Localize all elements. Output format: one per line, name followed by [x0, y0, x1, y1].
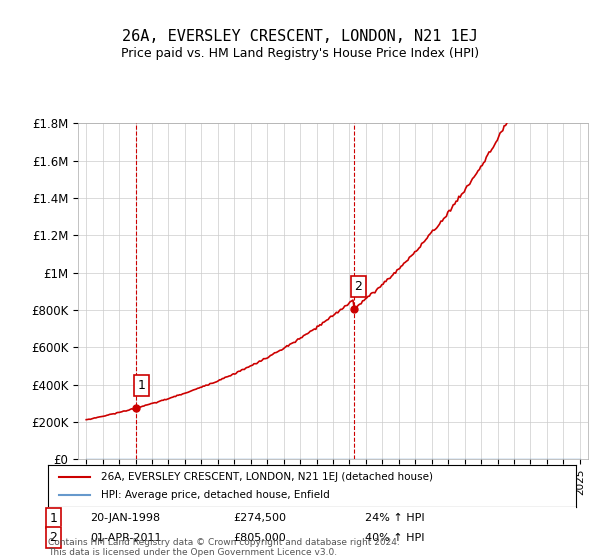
Text: 2: 2: [355, 280, 362, 293]
Text: 24% ↑ HPI: 24% ↑ HPI: [365, 513, 424, 523]
Text: HPI: Average price, detached house, Enfield: HPI: Average price, detached house, Enfi…: [101, 490, 329, 500]
Text: 40% ↑ HPI: 40% ↑ HPI: [365, 533, 424, 543]
Text: 2: 2: [49, 531, 57, 544]
Text: 1: 1: [137, 379, 145, 392]
Text: 01-APR-2011: 01-APR-2011: [90, 533, 162, 543]
Text: 26A, EVERSLEY CRESCENT, LONDON, N21 1EJ (detached house): 26A, EVERSLEY CRESCENT, LONDON, N21 1EJ …: [101, 472, 433, 482]
Text: £805,000: £805,000: [233, 533, 286, 543]
Text: £274,500: £274,500: [233, 513, 286, 523]
Text: 1: 1: [49, 511, 57, 525]
Text: Contains HM Land Registry data © Crown copyright and database right 2024.
This d: Contains HM Land Registry data © Crown c…: [48, 538, 400, 557]
Text: 26A, EVERSLEY CRESCENT, LONDON, N21 1EJ: 26A, EVERSLEY CRESCENT, LONDON, N21 1EJ: [122, 29, 478, 44]
Text: Price paid vs. HM Land Registry's House Price Index (HPI): Price paid vs. HM Land Registry's House …: [121, 46, 479, 60]
Text: 20-JAN-1998: 20-JAN-1998: [90, 513, 160, 523]
